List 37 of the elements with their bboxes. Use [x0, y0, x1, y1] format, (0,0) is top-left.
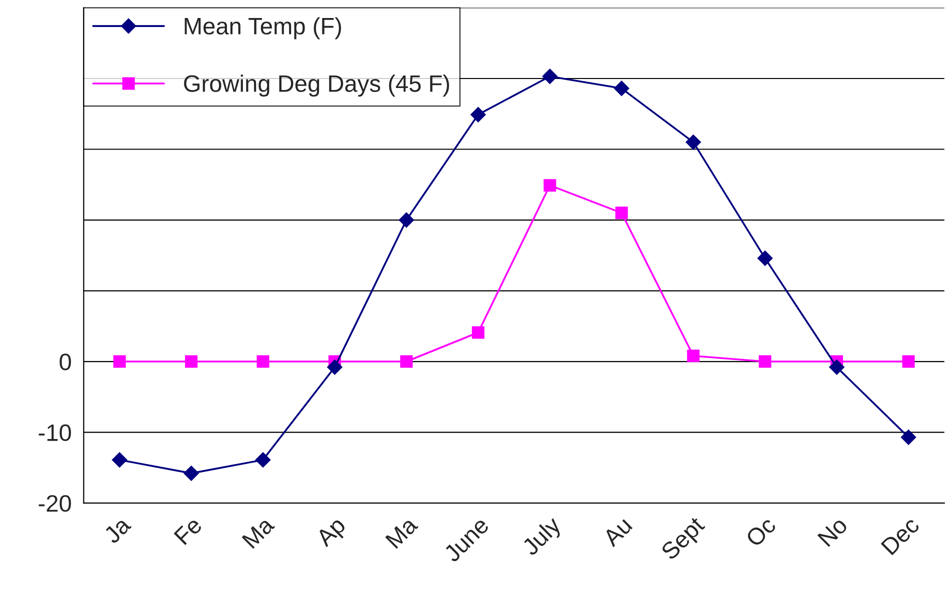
point: [615, 206, 628, 220]
y-tick-label: 0: [60, 354, 71, 370]
point: [542, 68, 558, 84]
point: [112, 452, 128, 468]
point: [398, 212, 414, 228]
x-tick-label: Ja: [102, 515, 132, 544]
x-tick-label: July: [520, 514, 566, 560]
point: [255, 452, 271, 468]
point: [544, 179, 556, 192]
point: [829, 360, 844, 375]
point: [113, 355, 126, 368]
point: [184, 466, 199, 481]
point: [614, 80, 630, 96]
point: [902, 355, 915, 368]
x-tick-label: Au: [602, 516, 633, 548]
legend-label: Growing Deg Days (45 F): [184, 74, 450, 97]
y-tick-label: -20: [38, 495, 71, 512]
legend-label: Mean Temp (F): [184, 17, 342, 40]
point: [687, 350, 700, 362]
point: [472, 326, 484, 339]
y-tick-label: -10: [38, 424, 71, 442]
point: [400, 355, 413, 368]
x-tick-label: Ma: [385, 515, 419, 549]
x-tick-label: Ap: [314, 516, 350, 551]
x-tick-label: No: [817, 516, 848, 548]
x-tick-label: Ma: [242, 515, 276, 549]
point: [256, 355, 270, 368]
x-tick-label: Fe: [174, 516, 203, 546]
point: [470, 107, 486, 122]
point: [686, 134, 701, 150]
point: [757, 250, 773, 266]
point: [327, 360, 342, 375]
x-tick-label: Dec: [880, 516, 920, 556]
point: [900, 430, 916, 445]
point: [758, 355, 772, 368]
x-tick-label: Oc: [744, 516, 777, 548]
point: [185, 355, 198, 368]
